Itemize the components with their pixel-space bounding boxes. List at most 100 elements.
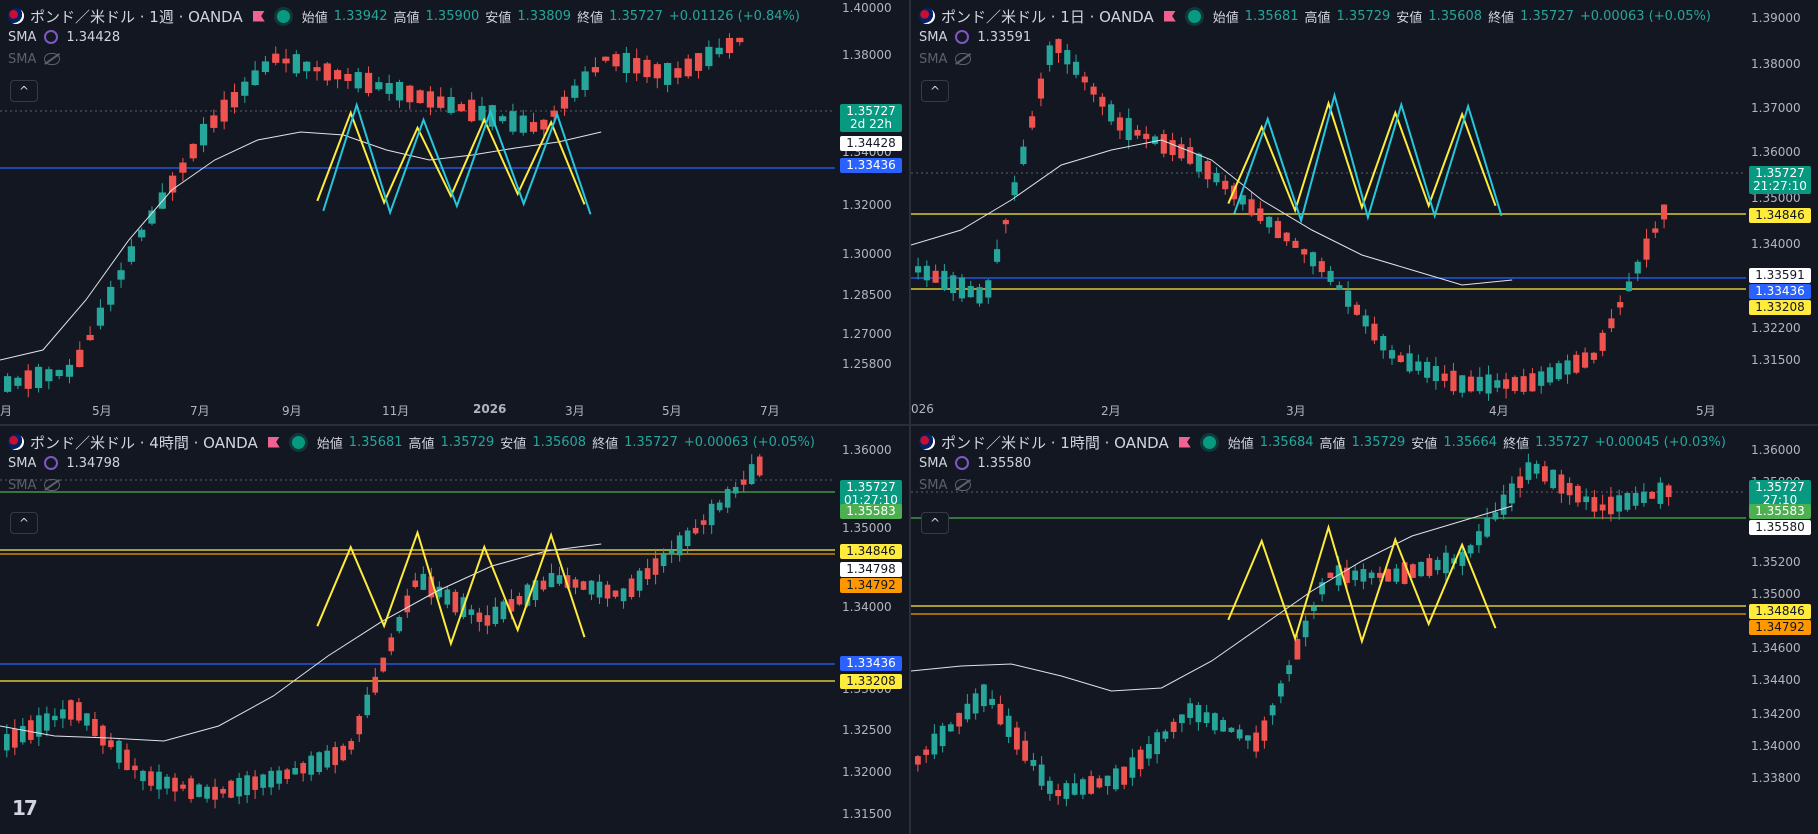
chart-canvas[interactable] [911,0,1818,424]
sma1-row[interactable]: SMA 1.35580 [919,452,1726,474]
price-label[interactable]: 1.35727 21:27:10 [1749,166,1811,194]
collapse-legend-button[interactable]: ^ [921,512,949,534]
tradingview-logo[interactable]: 17 [12,796,38,820]
candle-body [1090,86,1097,95]
market-status-icon[interactable] [1202,435,1216,449]
sma1-name[interactable]: SMA [919,455,948,471]
zigzag-line-cyan[interactable] [322,101,592,216]
candle-body [668,550,675,555]
candle-body [1511,376,1518,392]
symbol-title[interactable]: ポンド／米ドル · 1週 · OANDA [30,7,243,26]
price-label[interactable]: 1.35580 [1749,520,1811,535]
chart-pane-weekly[interactable]: ポンド／米ドル · 1週 · OANDA 始値 1.33942 高値 1.359… [0,0,909,424]
sma2-row[interactable]: SMA [8,474,815,496]
sma1-name[interactable]: SMA [8,29,37,45]
sma2-name[interactable]: SMA [8,51,37,67]
pane-divider-horizontal[interactable] [0,424,1818,426]
sma2-name[interactable]: SMA [919,477,948,493]
candle-body [1661,204,1668,220]
sma1-row[interactable]: SMA 1.34428 [8,26,800,48]
indicator-settings-icon[interactable] [955,456,970,470]
market-status-icon[interactable] [276,9,290,23]
sma-line[interactable] [911,139,1513,286]
sma2-row[interactable]: SMA [8,48,800,70]
sma2-name[interactable]: SMA [8,477,37,493]
symbol-title[interactable]: ポンド／米ドル · 4時間 · OANDA [30,433,258,452]
candle-body [931,733,938,755]
flag-tag-icon[interactable] [252,10,265,22]
market-status-icon[interactable] [1187,9,1201,23]
sma1-name[interactable]: SMA [8,455,37,471]
gbpusd-flag-icon [8,8,24,24]
sma2-row[interactable]: SMA [919,48,1711,70]
price-label[interactable]: 1.35727 01:27:10 [840,480,902,508]
price-label[interactable]: 1.34792 [840,578,902,593]
zigzag-line[interactable] [316,110,586,206]
price-label[interactable]: 1.34798 [840,562,902,577]
price-label[interactable]: 1.33591 [1749,268,1811,283]
price-label[interactable]: 1.35583 [1749,504,1811,519]
hidden-eye-icon[interactable] [44,53,61,65]
price-label-value: 1.35727 [1755,166,1805,180]
sma-line[interactable] [0,543,602,742]
price-label[interactable]: 1.35727 2d 22h [840,104,902,132]
flag-tag-icon[interactable] [267,436,280,448]
price-label[interactable]: 1.33208 [1749,300,1811,315]
chart-canvas[interactable] [0,0,909,424]
price-label[interactable]: 1.33436 [840,656,902,671]
candle-body [1129,757,1136,778]
price-label[interactable]: 1.34846 [840,544,902,559]
zigzag-line-cyan[interactable] [1233,91,1503,224]
candle-body [1072,61,1080,75]
zigzag-line[interactable] [1227,523,1497,645]
chart-canvas[interactable] [0,426,909,834]
sma2-row[interactable]: SMA [919,474,1726,496]
price-label[interactable]: 1.33208 [840,674,902,689]
chart-pane-1h[interactable]: ポンド／米ドル · 1時間 · OANDA 始値 1.35684 高値 1.35… [911,426,1818,834]
sma1-row[interactable]: SMA 1.33591 [919,26,1711,48]
flag-tag-icon[interactable] [1178,436,1191,448]
chart-pane-daily[interactable]: ポンド／米ドル · 1日 · OANDA 始値 1.35681 高値 1.357… [911,0,1818,424]
sma-line[interactable] [0,131,602,361]
candle-body [447,96,455,113]
indicator-settings-icon[interactable] [44,456,59,470]
price-label[interactable]: 1.33436 [1749,284,1811,299]
candle-body [958,277,966,299]
candle-body [395,81,404,101]
hidden-eye-icon[interactable] [44,479,61,491]
hidden-eye-icon[interactable] [955,479,972,491]
pane-divider-vertical[interactable] [909,0,911,834]
collapse-legend-button[interactable]: ^ [10,512,38,534]
sma1-name[interactable]: SMA [919,29,948,45]
price-label[interactable]: 1.35583 [840,504,902,519]
candle-body [1424,361,1431,378]
price-label-value: 1.33208 [846,674,896,688]
zigzag-line[interactable] [316,529,586,647]
hidden-eye-icon[interactable] [955,53,972,65]
collapse-legend-button[interactable]: ^ [921,80,949,102]
chart-pane-4h[interactable]: ポンド／米ドル · 4時間 · OANDA 始値 1.35681 高値 1.35… [0,426,909,834]
price-label[interactable]: 1.34846 [1749,604,1811,619]
sma2-name[interactable]: SMA [919,51,948,67]
flag-tag-icon[interactable] [1163,10,1176,22]
chart-canvas[interactable] [911,426,1818,834]
sma1-row[interactable]: SMA 1.34798 [8,452,815,474]
symbol-title[interactable]: ポンド／米ドル · 1日 · OANDA [941,7,1154,26]
candle-body [674,68,682,78]
indicator-settings-icon[interactable] [44,30,59,44]
price-label[interactable]: 1.34846 [1749,208,1811,223]
candle-body [396,617,403,632]
candle-body [700,520,707,525]
x-axis-tick: 11月 [382,404,410,418]
price-label[interactable]: 1.35727 27:10 [1749,480,1811,508]
indicator-settings-icon[interactable] [955,30,970,44]
price-label[interactable]: 1.34792 [1749,620,1811,635]
symbol-title[interactable]: ポンド／米ドル · 1時間 · OANDA [941,433,1169,452]
market-status-icon[interactable] [291,435,305,449]
zigzag-line[interactable] [1227,100,1497,214]
collapse-legend-button[interactable]: ^ [10,80,38,102]
price-label[interactable]: 1.33436 [840,158,902,173]
sma-line[interactable] [911,505,1513,692]
price-label[interactable]: 1.34428 [840,136,902,151]
candle-body [715,47,723,55]
